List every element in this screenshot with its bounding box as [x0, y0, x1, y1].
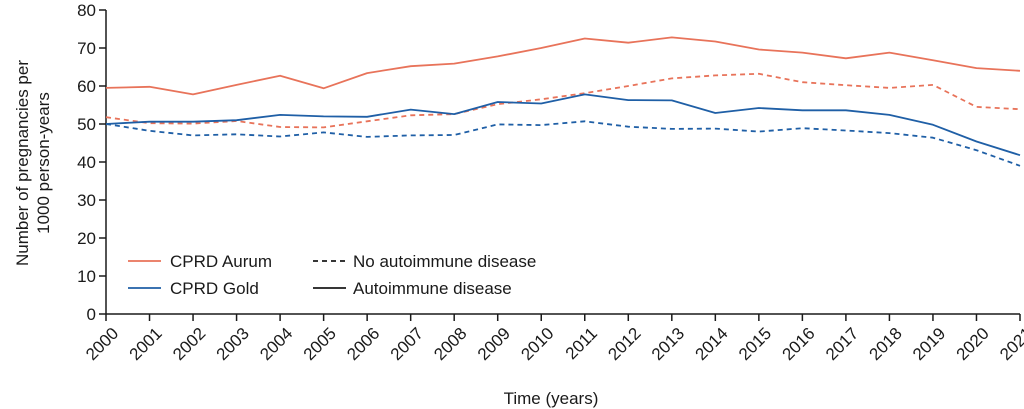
x-axis-ticks: 2000 2001 2002 2003 2004 2005 2006 2007 2008 2009…	[82, 314, 1024, 364]
x-tick-label: 2017	[822, 324, 862, 364]
x-tick-label: 2021	[996, 324, 1024, 364]
y-tick-label: 60	[77, 77, 96, 96]
y-tick-label: 0	[87, 305, 96, 324]
x-tick-label: 2006	[343, 324, 383, 364]
y-tick-label: 40	[77, 153, 96, 172]
x-tick-label: 2018	[866, 324, 906, 364]
y-axis-ticks: 0 10 20 30 40 50 60 70 80	[77, 1, 106, 324]
y-tick-label: 50	[77, 115, 96, 134]
y-tick-label: 20	[77, 229, 96, 248]
series-line-cprd-gold-autoimmune	[105, 93, 1021, 157]
x-tick-label: 2005	[300, 324, 340, 364]
legend-label-aurum: CPRD Aurum	[170, 252, 272, 271]
axes	[105, 10, 1020, 315]
x-tick-label: 2000	[82, 324, 122, 364]
y-tick-label: 70	[77, 39, 96, 58]
y-tick-label: 30	[77, 191, 96, 210]
series-line-cprd-aurum-autoimmune	[105, 36, 1021, 96]
x-axis-title: Time (years)	[504, 389, 599, 408]
x-tick-label: 2020	[953, 324, 993, 364]
x-tick-label: 2016	[779, 324, 819, 364]
y-axis-title-line-1: Number of pregnancies per	[13, 60, 32, 266]
x-tick-label: 2015	[735, 324, 775, 364]
y-tick-label: 80	[77, 1, 96, 20]
legend-label-no-autoimmune: No autoimmune disease	[353, 252, 536, 271]
x-tick-label: 2013	[648, 324, 688, 364]
legend-label-autoimmune: Autoimmune disease	[353, 279, 512, 298]
x-tick-label: 2007	[387, 324, 427, 364]
y-tick-label: 10	[77, 267, 96, 286]
x-tick-label: 2009	[474, 324, 514, 364]
series-lines	[105, 36, 1021, 167]
legend-label-gold: CPRD Gold	[170, 279, 259, 298]
series-line-cprd-aurum-no-autoimmune	[105, 72, 1021, 129]
x-tick-label: 2012	[604, 324, 644, 364]
x-tick-label: 2004	[256, 324, 296, 364]
x-tick-label: 2008	[430, 324, 470, 364]
y-axis-title-line-2: 1000 person-years	[34, 92, 53, 234]
legend: CPRD Aurum CPRD Gold No autoimmune disea…	[128, 252, 536, 298]
x-tick-label: 2019	[909, 324, 949, 364]
series-line-cprd-gold-no-autoimmune	[105, 120, 1021, 167]
x-tick-label: 2014	[691, 324, 731, 364]
x-tick-label: 2003	[213, 324, 253, 364]
x-tick-label: 2011	[562, 324, 601, 363]
x-tick-label: 2001	[126, 324, 166, 364]
x-tick-label: 2002	[169, 324, 209, 364]
y-axis-title: Number of pregnancies per 1000 person-ye…	[13, 60, 53, 266]
x-tick-label: 2010	[517, 324, 557, 364]
